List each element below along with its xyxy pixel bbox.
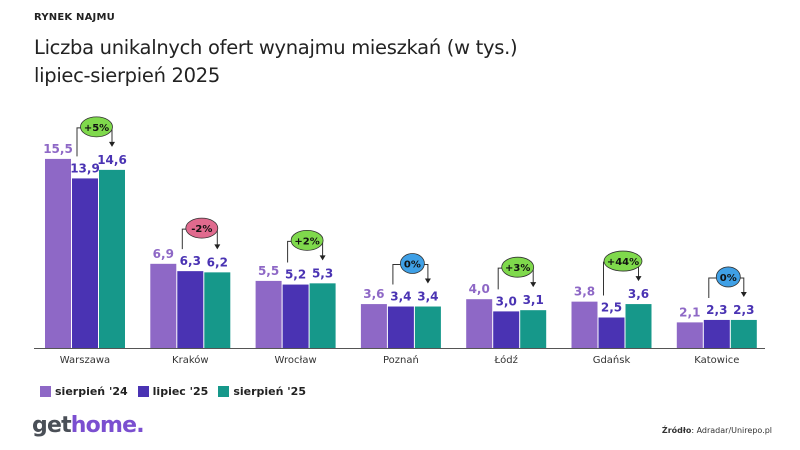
bar xyxy=(99,169,125,348)
bar xyxy=(150,263,177,348)
data-label: 3,1 xyxy=(523,293,544,307)
bar xyxy=(730,319,757,348)
chart-title: Liczba unikalnych ofert wynajmu mieszkań… xyxy=(34,34,518,90)
data-label: 5,2 xyxy=(285,268,306,282)
legend-item-l25: lipiec '25 xyxy=(137,385,209,398)
bar xyxy=(309,283,336,348)
data-label: 2,3 xyxy=(733,303,754,317)
change-badge xyxy=(185,217,219,239)
data-label: 15,5 xyxy=(43,142,73,156)
category-label: Warszawa xyxy=(60,355,110,366)
arrow-down-icon xyxy=(319,255,326,261)
data-label: 2,3 xyxy=(706,303,727,317)
change-badge xyxy=(399,253,425,274)
arrow-down-icon xyxy=(530,282,537,288)
bar xyxy=(387,306,414,348)
bar xyxy=(414,306,441,348)
arrow-down-icon xyxy=(424,278,431,284)
logo-part-1: get xyxy=(32,413,72,438)
data-label: 5,5 xyxy=(258,264,279,278)
data-label: 3,6 xyxy=(363,287,384,301)
legend-swatch xyxy=(40,386,51,397)
data-label: 13,9 xyxy=(70,161,100,175)
data-label: 4,0 xyxy=(469,282,490,296)
data-label: 3,8 xyxy=(574,285,595,299)
change-label: -2% xyxy=(191,224,212,235)
category-label: Gdańsk xyxy=(593,354,631,366)
bar xyxy=(703,319,730,348)
title-line-2: lipiec-sierpień 2025 xyxy=(34,64,220,87)
bar xyxy=(204,272,231,348)
logo-part-2: home. xyxy=(70,413,145,438)
change-badge xyxy=(290,229,324,251)
bar xyxy=(360,304,387,348)
legend: sierpień '24 lipiec '25 sierpień '25 xyxy=(40,385,306,398)
arrow-down-icon xyxy=(109,141,115,147)
data-label: 6,2 xyxy=(207,255,228,269)
data-label: 2,5 xyxy=(601,301,622,315)
data-label: 3,0 xyxy=(496,294,517,308)
bar xyxy=(45,158,71,348)
legend-item-s24: sierpień '24 xyxy=(40,385,128,398)
bar xyxy=(282,284,309,348)
data-label: 3,6 xyxy=(628,287,649,301)
bar xyxy=(72,178,98,348)
change-label: +2% xyxy=(294,236,319,247)
data-label: 2,1 xyxy=(679,305,700,319)
data-label: 6,9 xyxy=(153,247,174,261)
kicker: RYNEK NAJMU xyxy=(34,12,115,23)
arrow-down-icon xyxy=(214,244,221,250)
legend-label: sierpień '25 xyxy=(233,385,306,398)
legend-item-s25: sierpień '25 xyxy=(218,385,306,398)
gethome-logo: gethome. xyxy=(32,413,145,438)
title-line-1: Liczba unikalnych ofert wynajmu mieszkań… xyxy=(34,36,518,59)
arrow-down-icon xyxy=(635,276,642,282)
data-label: 6,3 xyxy=(180,254,201,268)
change-label: +44% xyxy=(607,257,639,268)
source-note: Źródło: Adradar/Unirepo.pl xyxy=(662,426,772,435)
legend-swatch xyxy=(218,386,230,397)
data-label: 3,4 xyxy=(390,290,411,304)
source-value: : Adradar/Unirepo.pl xyxy=(691,426,772,435)
arrow-down-icon xyxy=(740,291,747,297)
legend-label: sierpień '24 xyxy=(55,385,128,398)
change-label: 0% xyxy=(720,273,737,284)
change-badge xyxy=(715,266,741,288)
data-label: 14,6 xyxy=(97,153,127,167)
bar xyxy=(598,317,625,348)
legend-swatch xyxy=(137,386,149,397)
data-label: 5,3 xyxy=(312,266,333,280)
bar xyxy=(571,301,598,348)
category-label: Łódź xyxy=(494,354,518,366)
change-label: +5% xyxy=(84,123,109,134)
category-label: Katowice xyxy=(694,355,739,366)
change-badge xyxy=(603,250,643,272)
change-badge xyxy=(501,256,535,278)
data-label: 3,4 xyxy=(417,290,438,304)
bar xyxy=(676,322,703,348)
change-label: +3% xyxy=(505,263,530,274)
legend-label: lipiec '25 xyxy=(152,385,209,398)
source-label: Źródło xyxy=(661,426,692,435)
bar xyxy=(255,280,282,348)
category-label: Wrocław xyxy=(275,355,317,366)
bar xyxy=(466,299,493,348)
change-label: 0% xyxy=(404,260,421,271)
category-label: Kraków xyxy=(172,354,209,366)
bar xyxy=(625,304,652,348)
bar xyxy=(520,310,547,348)
bar xyxy=(493,311,520,348)
change-badge xyxy=(80,116,113,138)
bar xyxy=(177,271,204,348)
category-label: Poznań xyxy=(383,354,419,366)
